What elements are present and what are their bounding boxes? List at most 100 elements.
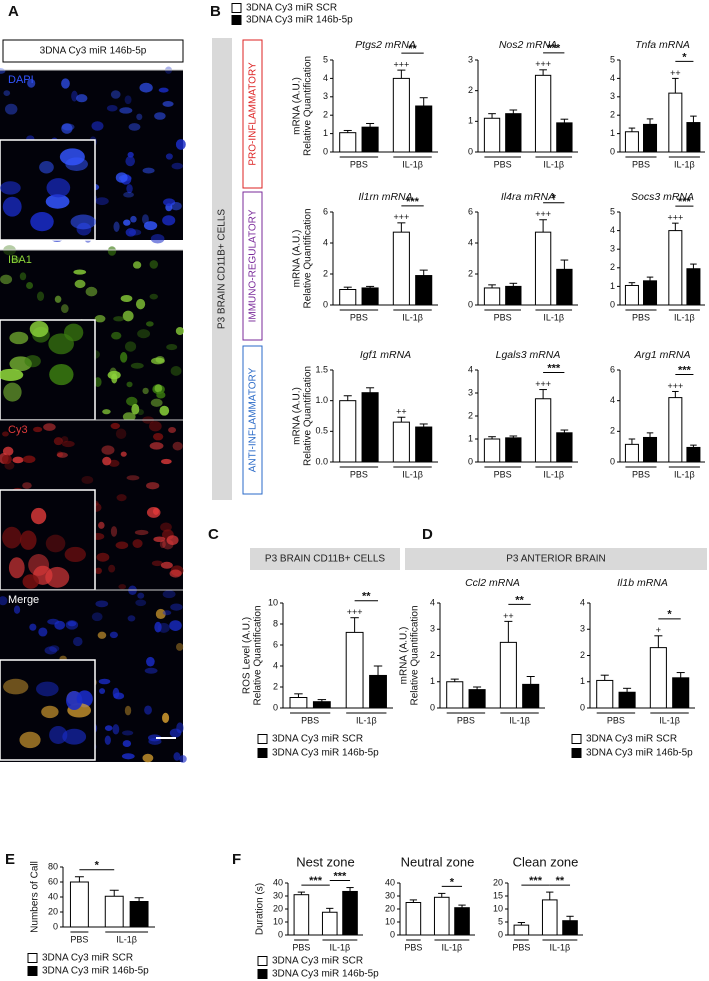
y-tick-label: 4 (430, 597, 435, 607)
bar (392, 77, 410, 153)
side-label: P3 BRAIN CD11B+ CELLS (217, 209, 228, 329)
cell (66, 690, 83, 711)
cell (108, 459, 120, 467)
row-label: ANTI-INFLAMMATORY (248, 367, 259, 472)
legend-label: 3DNA Cy3 miR SCR (586, 734, 677, 745)
cell (124, 95, 132, 105)
y-tick-label: 1.5 (315, 364, 328, 374)
y-tick-label: 3 (610, 91, 615, 101)
y-tick-label: 4 (610, 225, 615, 235)
y-axis-label: Relative Quantification (303, 208, 314, 308)
micrographs: DAPI IBA1 Cy3 Merge (0, 66, 187, 763)
y-tick-label: 3 (580, 624, 585, 634)
cell (4, 103, 18, 115)
header: P3 BRAIN CD11B+ CELLS (265, 554, 385, 565)
cell (0, 181, 21, 195)
bar (686, 268, 701, 306)
cell (65, 620, 79, 630)
row-box (242, 39, 263, 189)
legend-swatch (27, 966, 38, 976)
cell (2, 446, 14, 456)
bar (289, 697, 308, 709)
legend-label: 3DNA Cy3 miR 146b-5p (586, 748, 693, 759)
cell (121, 753, 135, 760)
y-tick-label: 4 (468, 237, 473, 247)
cell (128, 123, 141, 131)
bar (618, 691, 636, 709)
y-tick-label: 4 (273, 660, 278, 670)
cell (175, 139, 186, 150)
cell (149, 421, 162, 432)
cell (0, 274, 13, 285)
y-tick-label: 1 (468, 433, 473, 443)
bar (522, 683, 540, 709)
legend-swatch (27, 953, 38, 963)
bar (293, 894, 310, 936)
cell (145, 321, 154, 327)
bar (483, 117, 501, 153)
chart-title: Igf1 mRNA (360, 349, 411, 361)
cell (126, 184, 133, 194)
cell (8, 557, 25, 579)
x-tick-label: PBS (350, 469, 368, 479)
cell (160, 458, 172, 465)
cell (98, 521, 105, 529)
cell (108, 564, 116, 573)
cell (110, 422, 120, 430)
cell (29, 320, 49, 338)
cell (29, 623, 37, 631)
cell (41, 705, 59, 719)
cell (165, 153, 173, 160)
x-tick-label: PBS (494, 312, 512, 322)
y-tick-label: 0 (580, 702, 585, 712)
y-tick-label: 30 (273, 890, 283, 900)
panel-label: D (422, 526, 433, 543)
y-tick-label: 2 (468, 410, 473, 420)
cell (27, 78, 36, 88)
cell (9, 331, 29, 345)
cell (162, 610, 172, 616)
bar (361, 287, 379, 306)
x-tick-label: IL-1β (674, 469, 695, 479)
legend-swatch (571, 748, 582, 758)
cell (44, 646, 58, 655)
bar (339, 132, 357, 153)
significance: ** (408, 43, 417, 55)
cell (172, 441, 183, 451)
y-tick-label: 0 (278, 929, 283, 939)
y-tick-label: 1 (580, 676, 585, 686)
legend-swatch (257, 748, 268, 758)
bar (499, 641, 517, 709)
cell (142, 753, 154, 763)
cell (115, 172, 128, 183)
chart-title: Socs3 mRNA (631, 191, 694, 203)
cell (150, 398, 163, 407)
cell (76, 94, 88, 103)
header-band (250, 548, 400, 570)
bar (129, 901, 149, 928)
cell (110, 90, 121, 99)
cell (24, 355, 41, 368)
legend-label: 3DNA Cy3 miR SCR (42, 953, 133, 964)
cell (106, 104, 118, 112)
cell (159, 540, 166, 549)
significance: ** (515, 594, 524, 606)
x-tick-label: IL-1β (509, 715, 530, 725)
cell (115, 428, 127, 440)
cell (162, 590, 176, 599)
y-tick-label: 0 (610, 146, 615, 156)
y-tick-label: 6 (323, 206, 328, 216)
cell (2, 196, 22, 217)
x-tick-label: IL-1β (543, 159, 564, 169)
legend-swatch (571, 734, 582, 744)
y-tick-label: 10 (493, 903, 503, 913)
x-tick-label: IL-1β (550, 942, 571, 952)
panel-label: F (232, 851, 241, 868)
cell (135, 298, 146, 310)
y-tick-label: 2 (610, 426, 615, 436)
y-tick-label: 20 (385, 903, 395, 913)
bar (405, 902, 422, 936)
cell (45, 534, 66, 553)
chart-title: Neutral zone (401, 854, 475, 869)
cell (46, 178, 71, 198)
